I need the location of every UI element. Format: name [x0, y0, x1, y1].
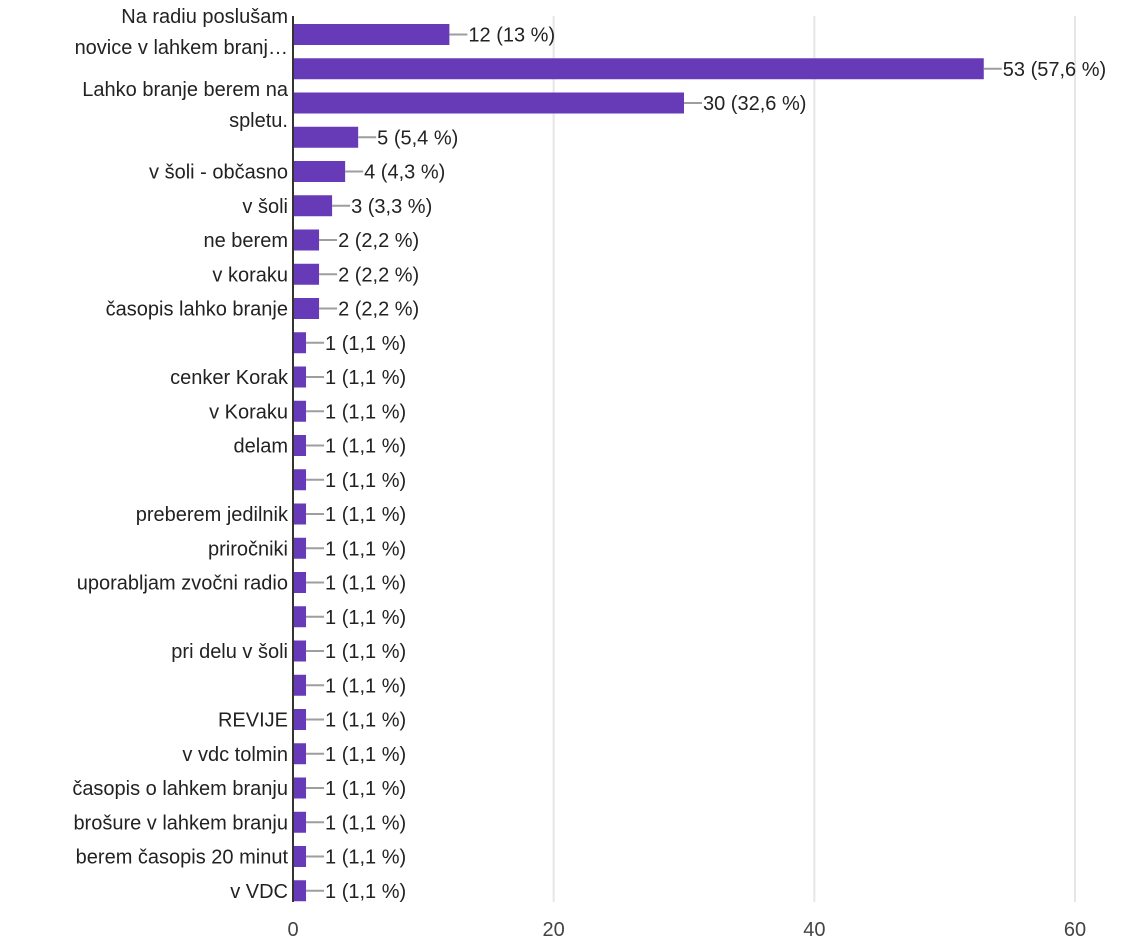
category-label: Na radiu poslušam novice v lahkem branj…: [75, 6, 288, 59]
bar: [293, 161, 346, 182]
value-label: 1 (1,1 %): [325, 812, 406, 834]
value-label: 1 (1,1 %): [325, 778, 406, 800]
bar: [293, 606, 307, 628]
bar: [293, 229, 320, 251]
bar: [293, 126, 359, 148]
x-axis-ticks: 0 20 40 60: [287, 919, 1086, 941]
category-label: v koraku: [212, 264, 288, 286]
bar: [293, 572, 307, 593]
category-label: pri delu v šoli: [171, 641, 288, 663]
x-tick-label: 60: [1064, 919, 1086, 941]
category-label: ne berem: [204, 230, 289, 252]
category-labels: Na radiu poslušam novice v lahkem branj… L…: [72, 6, 289, 903]
bar: [293, 537, 307, 559]
category-label: REVIJE: [218, 710, 288, 732]
bar: [293, 92, 684, 114]
bar: [293, 263, 320, 285]
bar: [293, 777, 307, 799]
category-label: priročniki: [208, 538, 288, 560]
bar: [293, 332, 307, 354]
category-label: v VDC: [230, 881, 288, 903]
x-tick-label: 40: [803, 919, 825, 941]
value-label: 30 (32,6 %): [703, 93, 806, 115]
value-label: 1 (1,1 %): [325, 573, 406, 595]
bar: [293, 880, 307, 902]
bar: [293, 674, 307, 696]
bar: [293, 503, 307, 525]
bar: [293, 640, 307, 662]
bar: [293, 435, 307, 456]
category-label: v šoli: [242, 196, 288, 218]
category-label: berem časopis 20 minut: [76, 847, 289, 869]
gridlines: [552, 16, 1076, 902]
value-label: 5 (5,4 %): [377, 127, 458, 149]
bar: [293, 846, 307, 867]
bar: [293, 24, 450, 45]
bar: [293, 58, 984, 80]
value-label: 1 (1,1 %): [325, 847, 406, 869]
value-connectors: [306, 33, 1002, 892]
bar: [293, 400, 307, 422]
value-label: 1 (1,1 %): [325, 881, 406, 903]
category-label: časopis lahko branje: [106, 299, 288, 321]
value-label: 2 (2,2 %): [338, 299, 419, 321]
value-label: 1 (1,1 %): [325, 675, 406, 697]
bar: [293, 195, 333, 217]
value-label: 4 (4,3 %): [364, 162, 445, 184]
category-label: brošure v lahkem branju: [73, 812, 288, 834]
value-label: 1 (1,1 %): [325, 367, 406, 389]
bar: [293, 811, 307, 833]
bars: [293, 24, 984, 902]
category-label: Lahko branje berem na spletu.: [82, 79, 289, 132]
value-label: 1 (1,1 %): [325, 401, 406, 423]
category-label: delam: [234, 436, 288, 458]
value-label: 1 (1,1 %): [325, 470, 406, 492]
value-label: 12 (13 %): [468, 25, 555, 47]
value-labels: 12 (13 %) 53 (57,6 %) 30 (32,6 %) 5 (5,4 %)…: [325, 25, 1106, 903]
bar: [293, 469, 307, 491]
value-label: 2 (2,2 %): [338, 230, 419, 252]
bar: [293, 366, 307, 388]
value-label: 1 (1,1 %): [325, 504, 406, 526]
category-label: v vdc tolmin: [182, 744, 288, 766]
category-label: preberem jedilnik: [136, 504, 289, 526]
x-tick-label: 0: [287, 919, 298, 941]
category-label: v Koraku: [209, 401, 288, 423]
category-label: časopis o lahkem branju: [72, 778, 288, 800]
category-label: v šoli - občasno: [149, 162, 288, 184]
bar: [293, 298, 320, 319]
value-label: 1 (1,1 %): [325, 710, 406, 732]
bar: [293, 709, 307, 730]
category-label: uporabljam zvočni radio: [77, 573, 288, 595]
value-label: 2 (2,2 %): [338, 264, 419, 286]
value-label: 53 (57,6 %): [1003, 59, 1106, 81]
value-label: 1 (1,1 %): [325, 333, 406, 355]
value-label: 1 (1,1 %): [325, 744, 406, 766]
bar: [293, 743, 307, 765]
category-label: cenker Korak: [170, 367, 289, 389]
value-label: 1 (1,1 %): [325, 436, 406, 458]
x-tick-label: 20: [543, 919, 565, 941]
value-label: 1 (1,1 %): [325, 538, 406, 560]
value-label: 3 (3,3 %): [351, 196, 432, 218]
value-label: 1 (1,1 %): [325, 607, 406, 629]
value-label: 1 (1,1 %): [325, 641, 406, 663]
